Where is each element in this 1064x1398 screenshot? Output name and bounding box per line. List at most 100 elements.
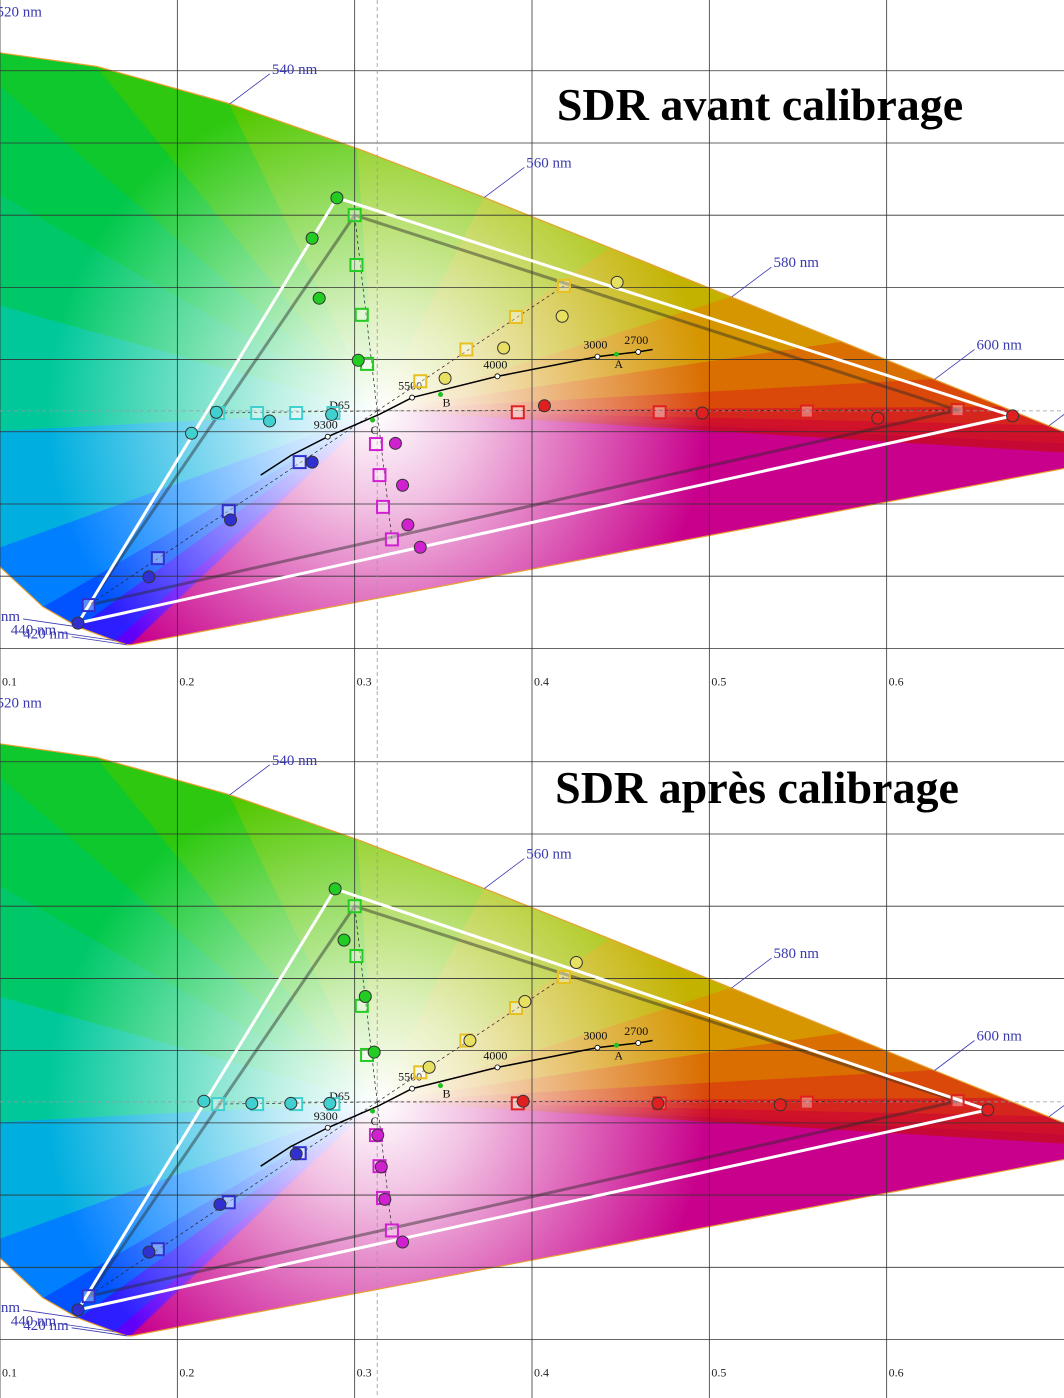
target-square (799, 404, 814, 419)
sweep-line (377, 1100, 958, 1103)
target-square (459, 342, 474, 357)
sweep-line (377, 409, 958, 412)
cct-label: 9300 (314, 1109, 338, 1123)
x-tick-label: 0.5 (711, 1366, 726, 1380)
measurement-point (610, 275, 624, 289)
measurement-point (374, 1160, 388, 1174)
target-square (349, 257, 364, 272)
measurement-point (71, 1303, 85, 1317)
target-square (81, 598, 96, 613)
measurement-point (871, 411, 885, 425)
sweep-line (376, 285, 565, 412)
measurement-point (388, 436, 402, 450)
measurement-point (305, 231, 319, 245)
measurement-point (1006, 409, 1020, 423)
measurement-point (463, 1034, 477, 1048)
illuminant-point (437, 392, 443, 398)
measurement-point (569, 956, 583, 970)
illuminant-point (370, 1108, 376, 1114)
measurement-point (358, 989, 372, 1003)
measurement-point (555, 309, 569, 323)
wavelength-label: 540 nm (272, 62, 318, 78)
measurement-point (263, 414, 277, 428)
x-tick-label: 0.3 (357, 674, 372, 688)
measurement-point (325, 407, 339, 421)
wavelength-leader (71, 636, 127, 646)
wavelength-label: 460 nm (0, 609, 20, 625)
wavelength-leader (229, 764, 271, 796)
measurement-point (328, 882, 342, 896)
wavelength-label: 440 nm (11, 1314, 57, 1330)
measurement-point (401, 518, 415, 532)
sweep-line (354, 906, 378, 1102)
wavelength-leader (484, 167, 525, 198)
measurement-point (284, 1096, 298, 1110)
target-square (509, 309, 524, 324)
measurement-point (142, 1245, 156, 1259)
measurement-point (351, 353, 365, 367)
measured-gamut (74, 196, 1019, 626)
measurement-point (396, 478, 410, 492)
cct-point (635, 349, 642, 355)
measurement-point (289, 1147, 303, 1161)
x-tick-label: 0.4 (534, 1366, 549, 1380)
target-square (347, 208, 362, 223)
measurement-point (367, 1045, 381, 1059)
measurement-point (773, 1098, 787, 1112)
x-tick-label: 0.6 (889, 1366, 904, 1380)
reference-gamut (85, 904, 964, 1299)
chart-title: SDR avant calibrage (557, 79, 963, 130)
wavelength-label: 440 nm (11, 623, 57, 639)
measurement-point (71, 616, 85, 630)
target-square (211, 1097, 226, 1112)
wavelength-label: 560 nm (526, 155, 572, 171)
wavelength-label: 520 nm (0, 4, 42, 20)
measurement-point (245, 1096, 259, 1110)
illuminant-label: B (442, 1087, 450, 1101)
wavelength-label: 520 nm (0, 695, 42, 711)
cct-label: 3000 (583, 1029, 607, 1043)
target-square (292, 455, 307, 470)
measurement-point (651, 1096, 665, 1110)
cct-label: 3000 (583, 338, 607, 352)
measurement-point (378, 1192, 392, 1206)
x-tick-label: 0.1 (2, 674, 17, 688)
cct-label: 4000 (483, 1048, 507, 1062)
target-square (347, 899, 362, 914)
spectral-locus (0, 52, 1064, 646)
target-square (150, 551, 165, 566)
target-square (950, 403, 965, 418)
cct-label: 4000 (483, 357, 507, 371)
target-square (81, 1289, 96, 1304)
sweep-line (376, 976, 565, 1103)
wavelength-label: 600 nm (977, 1028, 1023, 1044)
measurement-point (413, 540, 427, 554)
measurement-point (537, 399, 551, 413)
target-square (250, 406, 265, 421)
target-square (354, 307, 369, 322)
measurement-point (518, 995, 532, 1009)
wavelength-label: 460 nm (0, 1300, 20, 1316)
measurement-point (371, 1128, 385, 1142)
cct-label: 9300 (314, 418, 338, 432)
target-square (556, 278, 571, 293)
cct-point (494, 1064, 501, 1071)
measurement-point (497, 341, 511, 355)
measurement-point (185, 426, 199, 440)
illuminant-label: A (614, 1048, 623, 1062)
cct-label: 2700 (624, 333, 648, 347)
wavelength-label: 580 nm (774, 255, 820, 271)
chart-title: SDR après calibrage (555, 762, 959, 813)
illuminant-label: D65 (329, 398, 350, 412)
measurement-point (981, 1103, 995, 1117)
sweep-line (88, 410, 378, 606)
x-tick-label: 0.4 (534, 674, 549, 688)
wavelength-label: 560 nm (526, 847, 572, 863)
measurement-point (422, 1060, 436, 1074)
target-square (799, 1095, 814, 1110)
target-square (372, 468, 387, 483)
cct-point (409, 394, 416, 401)
